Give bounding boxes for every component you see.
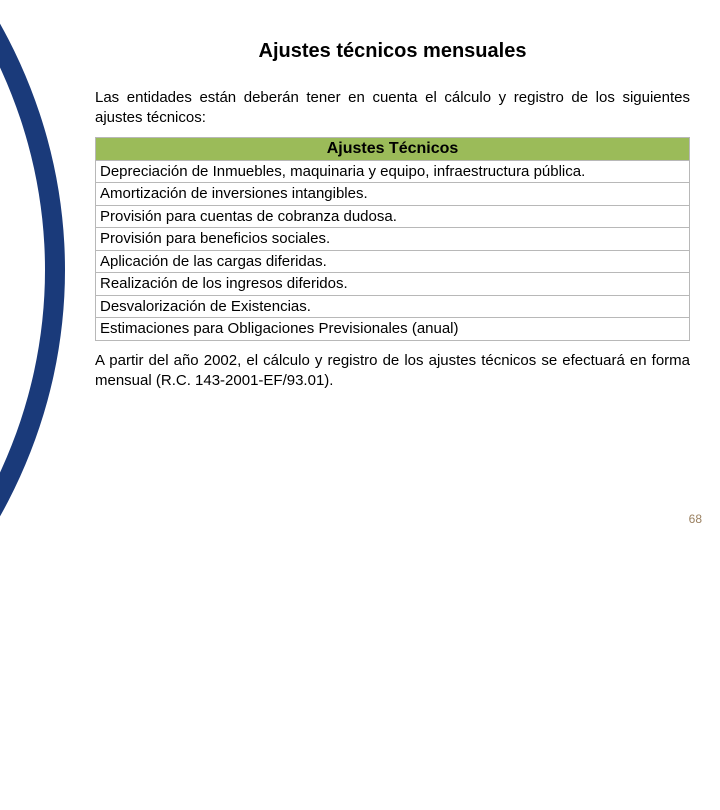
table-row: Provisión para cuentas de cobranza dudos…	[96, 205, 690, 228]
table-header: Ajustes Técnicos	[96, 137, 690, 160]
intro-paragraph: Las entidades están deberán tener en cue…	[95, 88, 690, 129]
slide-title: Ajustes técnicos mensuales	[95, 40, 690, 63]
table-row: Depreciación de Inmuebles, maquinaria y …	[96, 160, 690, 183]
table-row: Realización de los ingresos diferidos.	[96, 273, 690, 296]
ajustes-table: Ajustes Técnicos Depreciación de Inmuebl…	[95, 137, 690, 341]
page-number: 68	[689, 512, 702, 526]
table-row: Provisión para beneficios sociales.	[96, 228, 690, 251]
table-row: Aplicación de las cargas diferidas.	[96, 250, 690, 273]
outro-paragraph: A partir del año 2002, el cálculo y regi…	[95, 351, 690, 392]
table-row: Estimaciones para Obligaciones Prevision…	[96, 318, 690, 341]
table-row: Amortización de inversiones intangibles.	[96, 183, 690, 206]
decorative-curve	[0, 0, 65, 810]
table-row: Desvalorización de Existencias.	[96, 295, 690, 318]
slide-content: Ajustes técnicos mensuales Las entidades…	[95, 40, 690, 391]
